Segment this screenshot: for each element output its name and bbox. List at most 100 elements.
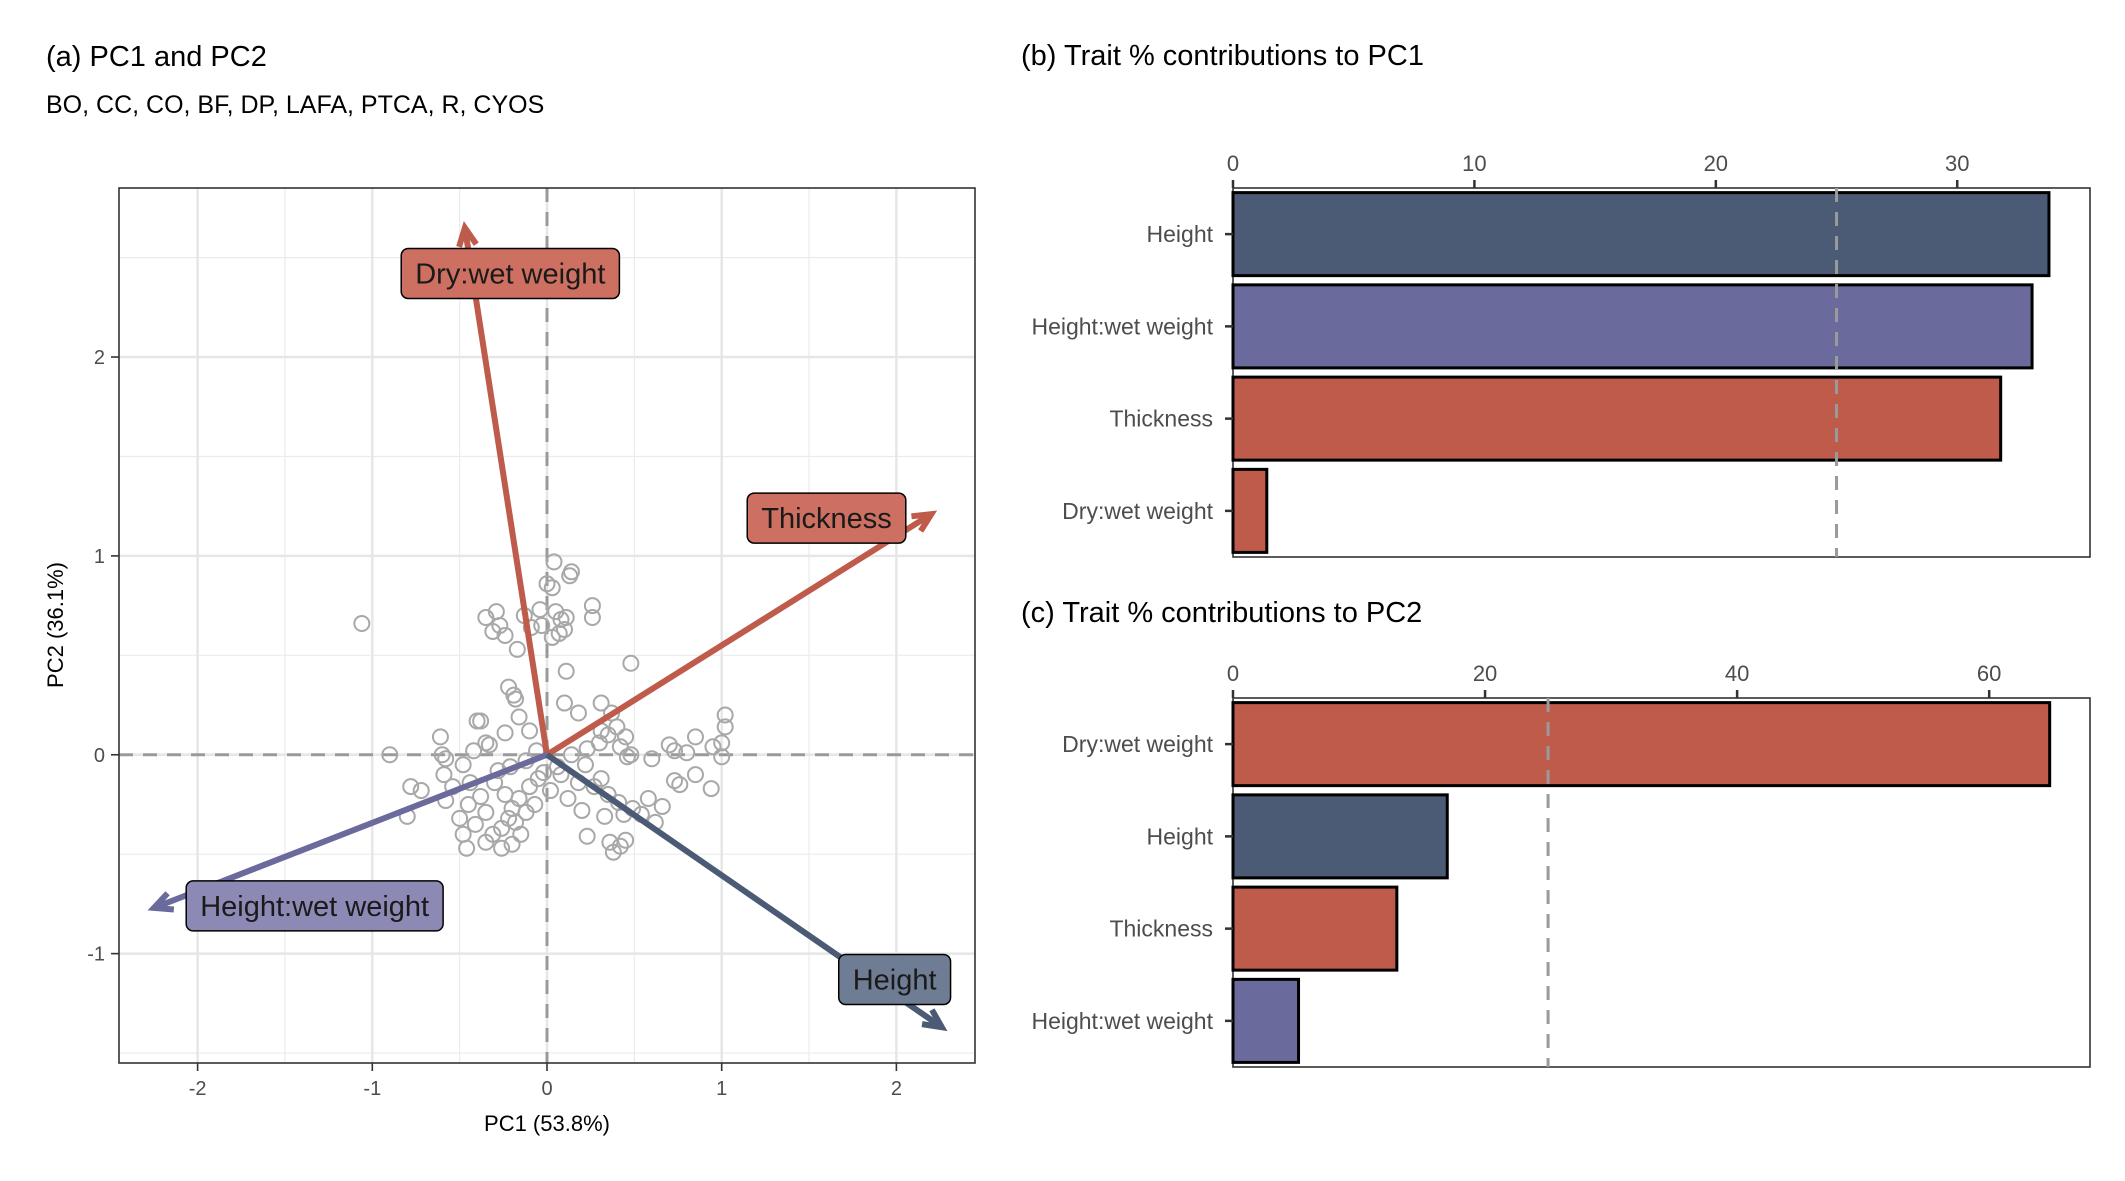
- scatter-point: [521, 722, 539, 740]
- scatter-point: [535, 764, 553, 782]
- top-axis-tick-label: 0: [1227, 661, 1239, 686]
- x-tick-label: 0: [541, 1078, 552, 1100]
- thickness-label-text: Thickness: [761, 503, 892, 535]
- scatter-point: [496, 724, 514, 742]
- scatter-point: [503, 835, 521, 853]
- biplot-y-axis-title: PC2 (36.1%): [43, 562, 68, 688]
- thickness-loading-label: Thickness: [746, 492, 907, 544]
- height-wet-weight-bar: [1231, 977, 1301, 1064]
- scatter-point: [500, 678, 518, 696]
- height-category-label: Height: [1147, 221, 1214, 247]
- scatter-point: [716, 706, 734, 724]
- scatter-point: [381, 746, 399, 764]
- scatter-point: [508, 640, 526, 658]
- scatter-point: [702, 780, 720, 798]
- scatter-point: [559, 790, 577, 808]
- height-wet-weight-label-text: Height:wet weight: [200, 891, 429, 923]
- scatter-point: [592, 770, 610, 788]
- scatter-point: [435, 766, 453, 784]
- scatter-point: [713, 748, 731, 766]
- scatter-point: [412, 782, 430, 800]
- scatter-point: [353, 615, 371, 633]
- height-wet-weight-arrow-head: [147, 891, 175, 913]
- biplot-x-axis-ticks: -2 -1 0 1 2: [189, 1063, 902, 1100]
- pc1-contribution-panel: (b) Trait % contributions to PC1 Height H…: [1021, 40, 2091, 558]
- top-axis-tick-label: 40: [1725, 661, 1749, 686]
- scatter-point: [578, 827, 596, 845]
- scatter-point: [622, 654, 640, 672]
- thickness-category-label: Thickness: [1109, 916, 1213, 942]
- y-tick-label: -1: [87, 944, 105, 966]
- thickness-category-label: Thickness: [1109, 406, 1213, 432]
- scatter-point: [704, 738, 722, 756]
- scatter-point: [660, 736, 678, 754]
- thickness-label-box: [746, 492, 907, 544]
- height-wet-weight-category-label: Height:wet weight: [1031, 1008, 1213, 1034]
- dry-wet-weight-loading-arrow: [456, 220, 550, 756]
- scatter-point: [671, 776, 689, 794]
- scatter-point: [557, 609, 575, 627]
- height-arrow-head: [921, 1008, 948, 1032]
- scatter-point: [555, 620, 573, 638]
- top-axis-tick-label: 10: [1462, 151, 1486, 176]
- scatter-point: [686, 766, 704, 784]
- scatter-point: [576, 756, 594, 774]
- pc2-bar-chart: Dry:wet weight Height Thickness Height:wet …: [1031, 661, 2091, 1068]
- dry-wet-weight-arrow-head: [456, 220, 479, 248]
- height-wet-weight-label-box: [185, 880, 444, 932]
- scatter-point: [526, 795, 544, 813]
- dry-wet-weight-bar: [1231, 467, 1269, 554]
- scatter-point: [608, 718, 626, 736]
- scatter-point: [477, 803, 495, 821]
- pca-biplot-panel: (a) PC1 and PC2 BO, CC, CO, BF, DP, LAFA…: [43, 41, 976, 1136]
- top-axis-tick-label: 0: [1227, 151, 1239, 176]
- scatter-point: [437, 750, 455, 768]
- top-axis-tick-label: 30: [1945, 151, 1969, 176]
- scatter-point: [617, 728, 635, 746]
- x-tick-label: 2: [891, 1078, 902, 1100]
- scatter-point: [590, 734, 608, 752]
- scatter-point: [533, 617, 551, 634]
- scatter-point: [496, 626, 514, 644]
- scatter-point: [451, 809, 469, 827]
- panel-b-title: (b) Trait % contributions to PC1: [1021, 40, 1424, 72]
- top-axis-tick-label: 20: [1473, 661, 1497, 686]
- panel-a-subtitle: BO, CC, CO, BF, DP, LAFA, PTCA, R, CYOS: [46, 91, 544, 119]
- thickness-arrow-head: [911, 510, 938, 533]
- height-label-text: Height: [853, 964, 937, 996]
- pc1-bar-chart: Height Height:wet weight Thickness Dry:wet …: [1031, 151, 2091, 558]
- thickness-bar: [1231, 885, 1399, 972]
- y-tick-label: 0: [94, 745, 105, 767]
- scatter-point: [569, 704, 587, 722]
- scatter-point: [465, 742, 483, 760]
- scatter-point: [562, 746, 580, 764]
- height-wet-weight-bar: [1231, 283, 2034, 370]
- height-wet-weight-category-label: Height:wet weight: [1031, 313, 1213, 339]
- scatter-point: [573, 801, 591, 819]
- scatter-point: [402, 778, 420, 796]
- scatter-point: [713, 734, 731, 752]
- x-tick-label: 1: [716, 1078, 727, 1100]
- scatter-point: [433, 746, 451, 764]
- scatter-point: [466, 815, 484, 833]
- top-axis-tick-label: 60: [1977, 661, 2001, 686]
- panel-a-title: (a) PC1 and PC2: [46, 41, 267, 73]
- scatter-point: [477, 833, 495, 851]
- pc2-contribution-panel: (c) Trait % contributions to PC2 Dry:wet…: [1021, 597, 2091, 1068]
- scatter-point: [480, 736, 498, 754]
- scatter-point: [596, 807, 614, 825]
- x-tick-label: -1: [363, 1078, 381, 1100]
- scatter-point: [583, 609, 601, 627]
- height-loading-label: Height: [837, 953, 952, 1006]
- biplot-x-axis-title: PC1 (53.8%): [484, 1111, 610, 1136]
- scatter-point: [510, 708, 528, 726]
- height-bar: [1231, 793, 1449, 880]
- y-tick-label: 2: [94, 347, 105, 369]
- thickness-loading-arrow: [545, 510, 938, 758]
- scatter-point: [686, 728, 704, 746]
- scatter-point: [666, 772, 684, 790]
- scatter-point: [510, 790, 528, 808]
- biplot-y-axis-ticks: -1 0 1 2: [87, 347, 119, 966]
- scatter-point: [561, 567, 579, 585]
